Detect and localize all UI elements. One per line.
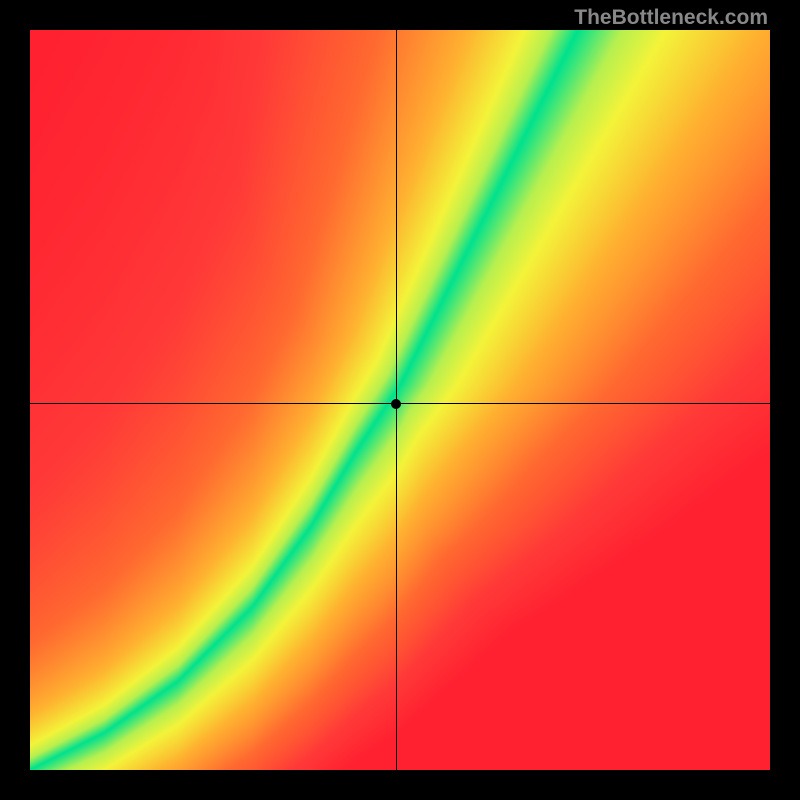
heatmap-plot bbox=[30, 30, 770, 770]
watermark-text: TheBottleneck.com bbox=[574, 6, 768, 30]
crosshair-marker bbox=[391, 399, 401, 409]
chart-container: TheBottleneck.com bbox=[0, 0, 800, 800]
